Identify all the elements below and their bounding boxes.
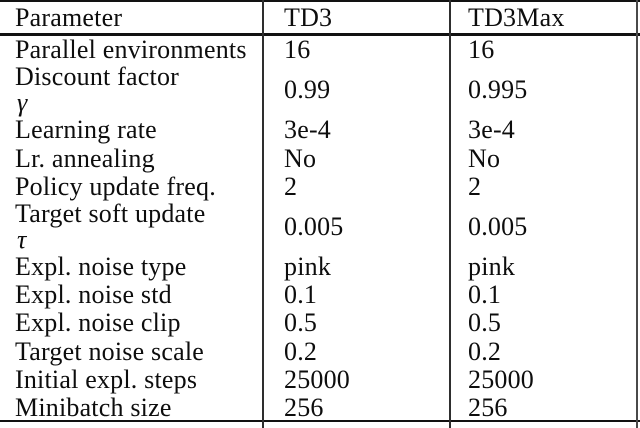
param-cell: Lr. annealing [15, 143, 155, 173]
td3-value-cell: 25000 [284, 364, 350, 394]
table-bottom-rule [0, 420, 640, 422]
param-cell: Initial expl. steps [15, 364, 198, 394]
td3max-value-cell: pink [468, 251, 516, 281]
table-row: Expl. noise clip 0.5 0.5 [0, 309, 640, 337]
param-cell: Learning rate [15, 115, 157, 145]
td3max-value-cell: 16 [468, 35, 495, 65]
td3max-value-cell: 0.005 [468, 211, 528, 241]
td3max-value-cell: 0.2 [468, 336, 502, 366]
td3max-value-cell: 0.5 [468, 308, 502, 338]
td3max-value-cell: No [468, 143, 501, 173]
table-row: Parallel environments 16 16 [0, 36, 640, 64]
td3-value-cell: 0.5 [284, 308, 318, 338]
column-divider-1 [262, 0, 264, 428]
param-cell: Policy update freq. [15, 171, 216, 201]
table-row: Discount factor γ 0.99 0.995 [0, 64, 640, 116]
header-separator-rule [0, 33, 640, 36]
td3-value-cell: 0.005 [284, 211, 344, 241]
td3-value-cell: 0.1 [284, 280, 318, 310]
table-row: Learning rate 3e-4 3e-4 [0, 116, 640, 144]
td3-value-cell: No [284, 143, 317, 173]
column-header-td3max: TD3Max [468, 3, 565, 32]
table-row: Target noise scale 0.2 0.2 [0, 337, 640, 365]
td3-value-cell: 0.2 [284, 336, 318, 366]
param-cell: Target noise scale [15, 336, 205, 366]
param-cell: Parallel environments [15, 35, 247, 65]
param-cell: Minibatch size [15, 392, 172, 422]
td3-value-cell: 3e-4 [284, 115, 331, 145]
td3max-value-cell: 3e-4 [468, 115, 515, 145]
greek-symbol: γ [17, 88, 28, 118]
param-cell: Discount factor γ [0, 64, 264, 116]
td3max-value-cell: 0.1 [468, 280, 502, 310]
td3-value-cell: 16 [284, 35, 311, 65]
column-header-td3: TD3 [284, 3, 333, 32]
table-row: Policy update freq. 2 2 [0, 173, 640, 201]
table-row: Expl. noise std 0.1 0.1 [0, 281, 640, 309]
param-cell: Expl. noise clip [15, 308, 181, 338]
greek-symbol: τ [17, 224, 27, 254]
column-header-parameter: Parameter [15, 3, 123, 32]
table-row: Lr. annealing No No [0, 144, 640, 172]
td3max-value-cell: 0.995 [468, 75, 528, 105]
table-row: Initial expl. steps 25000 25000 [0, 366, 640, 394]
table-top-rule [0, 0, 640, 2]
td3-value-cell: pink [284, 251, 332, 281]
td3-value-cell: 256 [284, 392, 324, 422]
param-cell: Expl. noise type [15, 251, 187, 281]
column-divider-2 [449, 0, 451, 428]
table-right-rule [636, 0, 638, 428]
table-row: Target soft update τ 0.005 0.005 [0, 200, 640, 254]
param-cell: Target soft update τ [0, 200, 264, 254]
td3max-value-cell: 256 [468, 392, 508, 422]
td3-value-cell: 0.99 [284, 75, 331, 105]
table-row: Minibatch size 256 256 [0, 394, 640, 422]
param-cell: Expl. noise std [15, 280, 172, 310]
td3max-value-cell: 2 [468, 171, 482, 201]
td3-value-cell: 2 [284, 171, 298, 201]
table-row: Expl. noise type pink pink [0, 253, 640, 281]
td3max-value-cell: 25000 [468, 364, 534, 394]
table-body: Parallel environments 16 16 Discount factor… [0, 36, 640, 422]
table-header-row: Parameter TD3 TD3Max [0, 0, 640, 36]
